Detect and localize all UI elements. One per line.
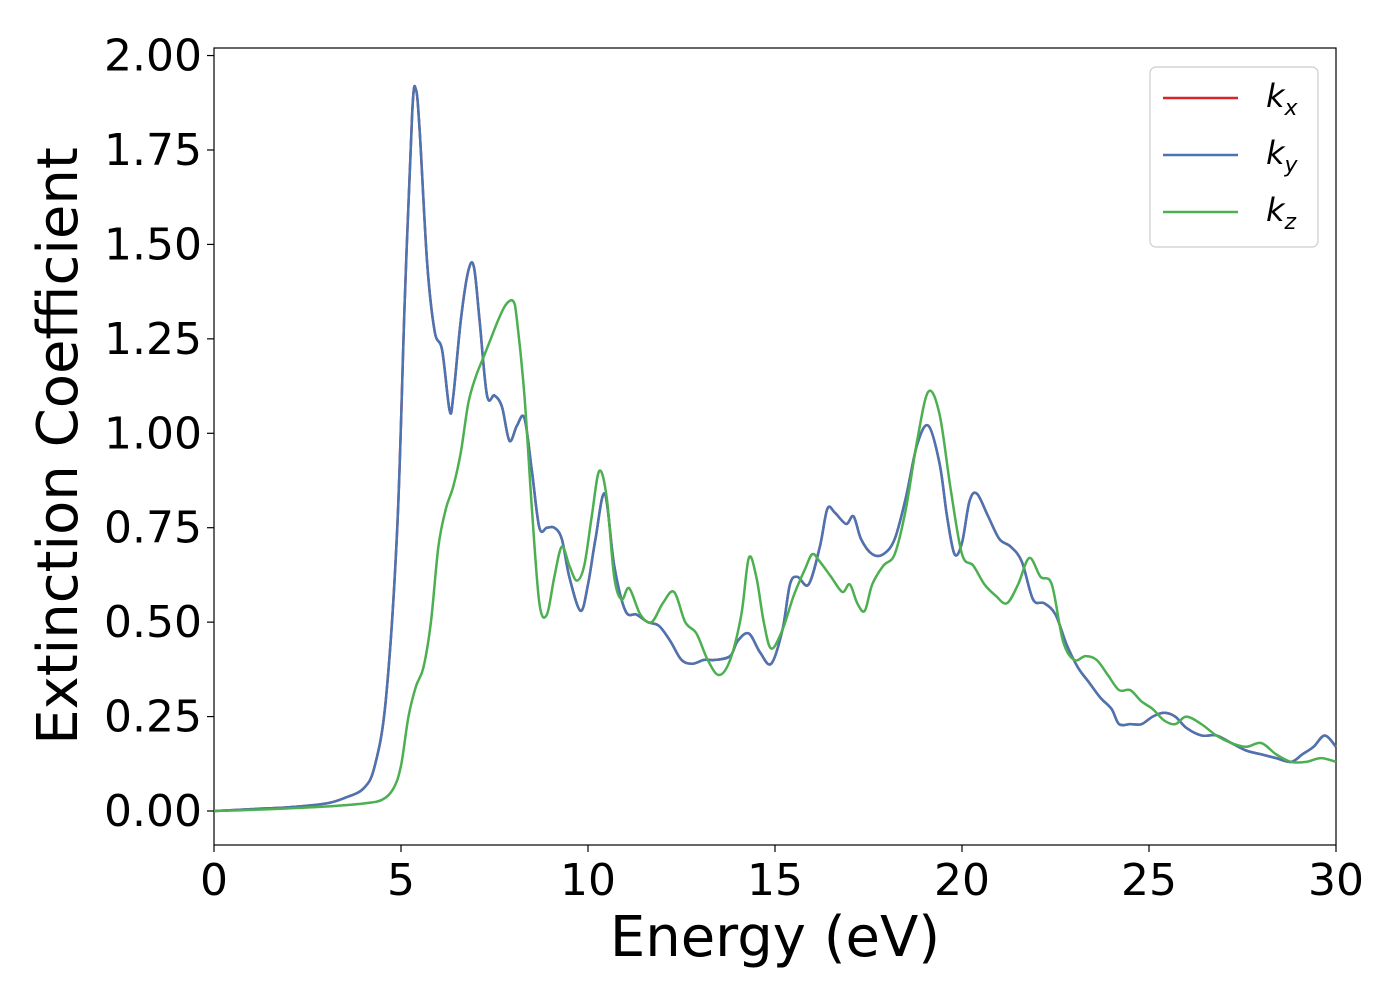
y-tick-label: 1.25 (104, 314, 202, 365)
y-tick-label: 0.25 (104, 692, 202, 743)
x-tick-label: 30 (1308, 855, 1364, 906)
x-tick-label: 5 (387, 855, 415, 906)
x-tick-label: 20 (934, 855, 990, 906)
series-line-k-y (213, 84, 1337, 813)
x-tick-label: 0 (200, 855, 228, 906)
y-axis-ticks: 0.00 0.25 0.50 0.75 1.00 1.25 1.50 1.75 2.00 (104, 31, 214, 837)
x-axis-title: Energy (eV) (610, 905, 940, 970)
y-tick-label: 1.00 (104, 408, 202, 459)
y-axis-title: Extinction Coefficient (26, 147, 91, 745)
y-tick-label: 0.00 (104, 786, 202, 837)
y-tick-label: 1.75 (104, 125, 202, 176)
y-tick-label: 0.50 (104, 597, 202, 648)
series-group (213, 84, 1337, 813)
x-tick-label: 25 (1121, 855, 1177, 906)
x-tick-label: 15 (747, 855, 803, 906)
series-line-k-z (213, 298, 1337, 813)
x-axis-ticks: 0 5 10 15 20 25 30 (200, 845, 1364, 906)
x-tick-label: 10 (560, 855, 616, 906)
y-tick-label: 1.50 (104, 219, 202, 270)
legend-box (1149, 66, 1319, 248)
y-tick-label: 0.75 (104, 503, 202, 554)
y-tick-label: 2.00 (104, 31, 202, 82)
